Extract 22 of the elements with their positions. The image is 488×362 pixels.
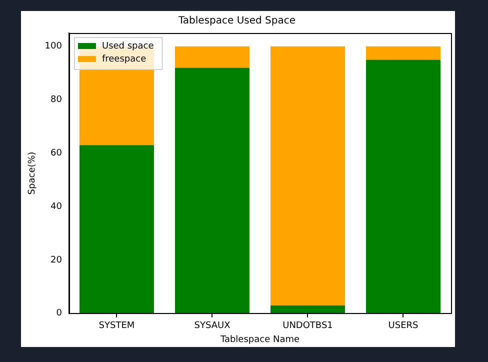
- bar: [174, 46, 250, 68]
- y-tick-label: 100: [44, 42, 62, 52]
- y-axis-title: Space(%): [28, 152, 38, 195]
- legend-label: freespace: [102, 54, 147, 64]
- bar: [174, 68, 250, 314]
- legend-label: Used space: [102, 41, 154, 52]
- x-tick-label: UNDOTBS1: [282, 321, 333, 332]
- bar: [366, 46, 440, 60]
- y-tick-label: 80: [50, 95, 62, 106]
- y-tick-label: 40: [50, 202, 62, 212]
- y-tick-label: 20: [50, 255, 62, 266]
- x-tick-label: SYSAUX: [194, 321, 230, 332]
- bar: [79, 145, 154, 314]
- bar: [270, 46, 345, 306]
- chart-title: Tablespace Used Space: [177, 16, 296, 27]
- x-tick-label: USERS: [388, 321, 419, 332]
- y-tick-label: 60: [50, 148, 62, 159]
- x-tick-label: SYSTEM: [98, 321, 135, 332]
- y-tick-label: 0: [56, 308, 62, 319]
- bar: [366, 60, 440, 314]
- bar: [270, 305, 345, 314]
- x-axis-title: Tablespace Name: [219, 334, 300, 345]
